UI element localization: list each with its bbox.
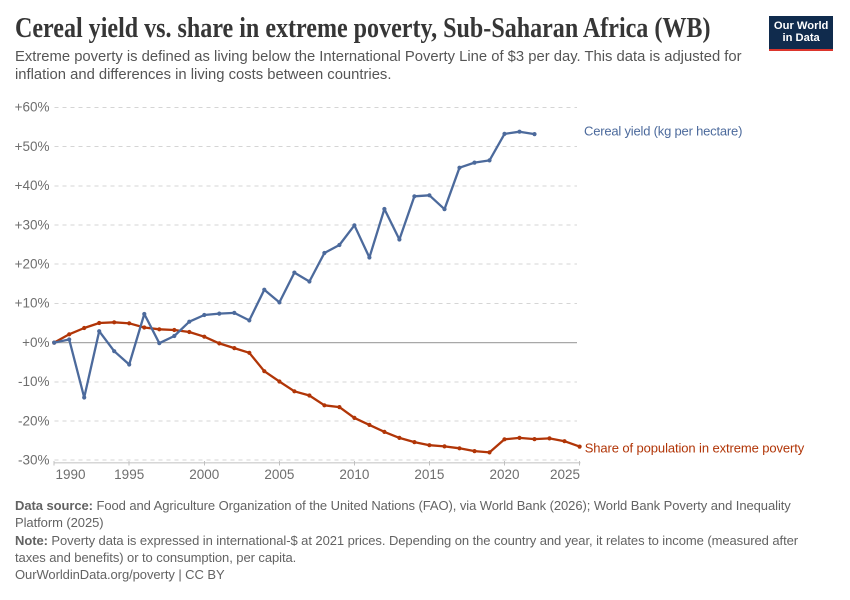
svg-text:-30%: -30% — [18, 453, 50, 468]
svg-text:+10%: +10% — [15, 296, 50, 311]
svg-text:2020: 2020 — [489, 467, 519, 482]
svg-text:+50%: +50% — [15, 139, 50, 154]
svg-text:2005: 2005 — [264, 467, 294, 482]
svg-text:Cereal yield (kg per hectare): Cereal yield (kg per hectare) — [584, 124, 742, 139]
svg-text:+40%: +40% — [15, 178, 50, 193]
svg-text:2010: 2010 — [339, 467, 369, 482]
svg-text:1995: 1995 — [114, 467, 144, 482]
svg-text:+60%: +60% — [15, 100, 50, 115]
svg-text:Share of population in extreme: Share of population in extreme poverty — [585, 440, 805, 455]
svg-text:2015: 2015 — [414, 467, 444, 482]
svg-text:+30%: +30% — [15, 217, 50, 232]
svg-text:1990: 1990 — [56, 467, 86, 482]
svg-text:-10%: -10% — [18, 374, 50, 389]
svg-text:+0%: +0% — [22, 335, 49, 350]
svg-text:-20%: -20% — [18, 413, 50, 428]
svg-text:2025: 2025 — [550, 467, 580, 482]
svg-text:+20%: +20% — [15, 257, 50, 272]
svg-text:2000: 2000 — [189, 467, 219, 482]
